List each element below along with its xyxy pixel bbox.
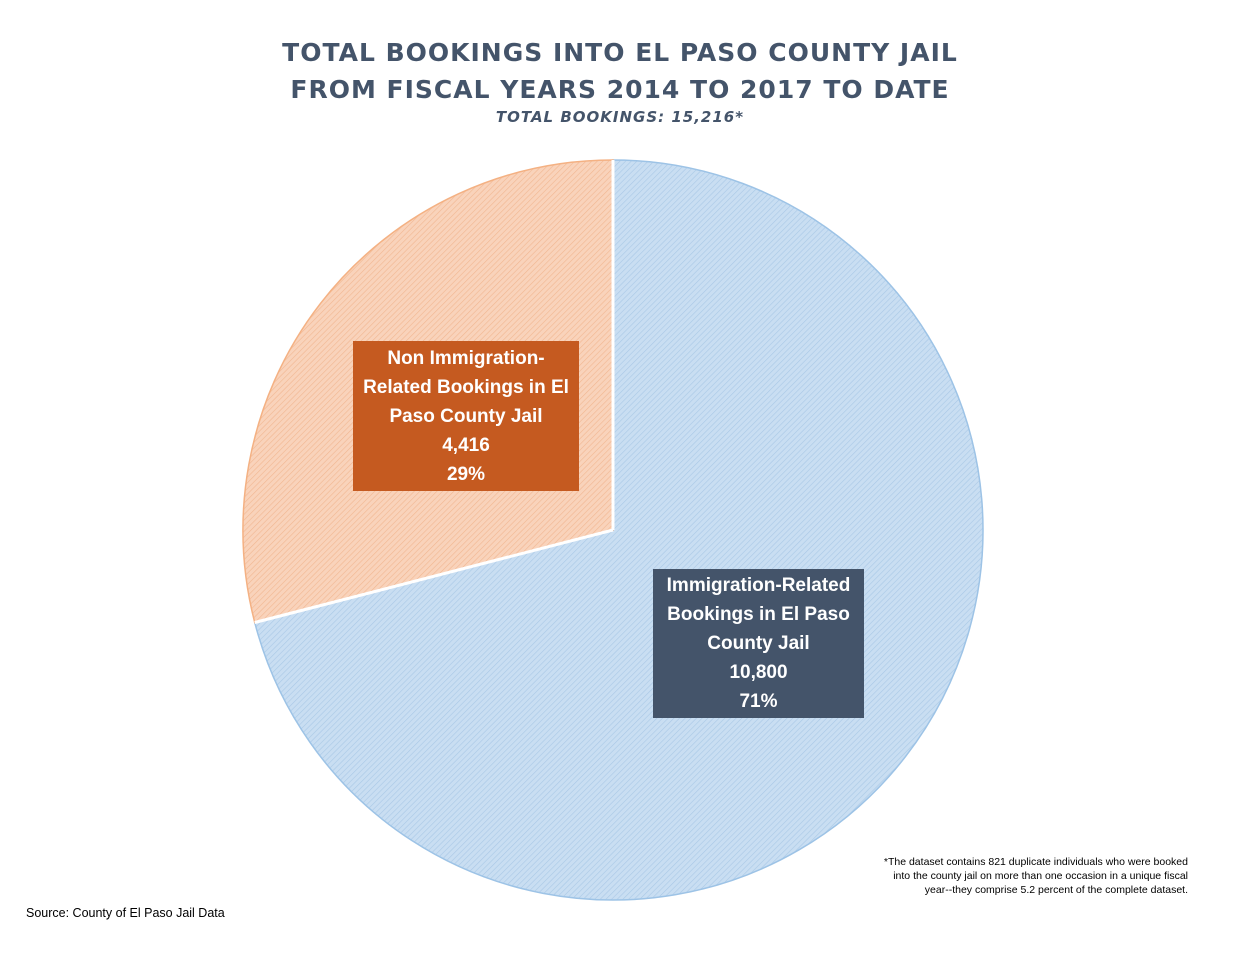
slice-percent-immigration: 71%	[739, 691, 778, 712]
chart-title-line-1: TOTAL BOOKINGS INTO EL PASO COUNTY JAIL	[282, 38, 958, 67]
slice-label-non-immigration-line-3: Paso County Jail	[389, 405, 543, 427]
slice-value-immigration: 10,800	[729, 662, 788, 683]
slice-label-immigration: Immigration-Related Bookings in El Paso …	[653, 569, 864, 718]
slice-label-immigration-line-1: Immigration-Related	[666, 575, 851, 596]
slice-label-immigration-line-2: Bookings in El Paso	[667, 604, 850, 625]
footnote-line-3: year--they comprise 5.2 percent of the c…	[924, 884, 1188, 896]
slice-label-non-immigration-line-2: Related Bookings in El	[363, 376, 569, 398]
chart-subtitle: TOTAL BOOKINGS: 15,216*	[495, 108, 745, 126]
slice-label-non-immigration-line-1: Non Immigration-	[387, 347, 545, 369]
footnote-line-2: into the county jail on more than one oc…	[893, 870, 1188, 882]
slice-percent-non-immigration: 29%	[446, 463, 486, 485]
footnote: *The dataset contains 821 duplicate indi…	[808, 855, 1188, 897]
pie-slices	[242, 159, 984, 901]
slice-label-immigration-line-3: County Jail	[707, 633, 810, 654]
slice-value-non-immigration: 4,416	[442, 434, 490, 456]
source-note: Source: County of El Paso Jail Data	[26, 906, 225, 920]
slice-separator	[254, 528, 614, 624]
slice-label-non-immigration: Non Immigration- Related Bookings in El …	[353, 341, 579, 491]
footnote-line-1: *The dataset contains 821 duplicate indi…	[883, 856, 1188, 868]
chart-title-line-2: FROM FISCAL YEARS 2014 TO 2017 TO DATE	[290, 75, 950, 104]
